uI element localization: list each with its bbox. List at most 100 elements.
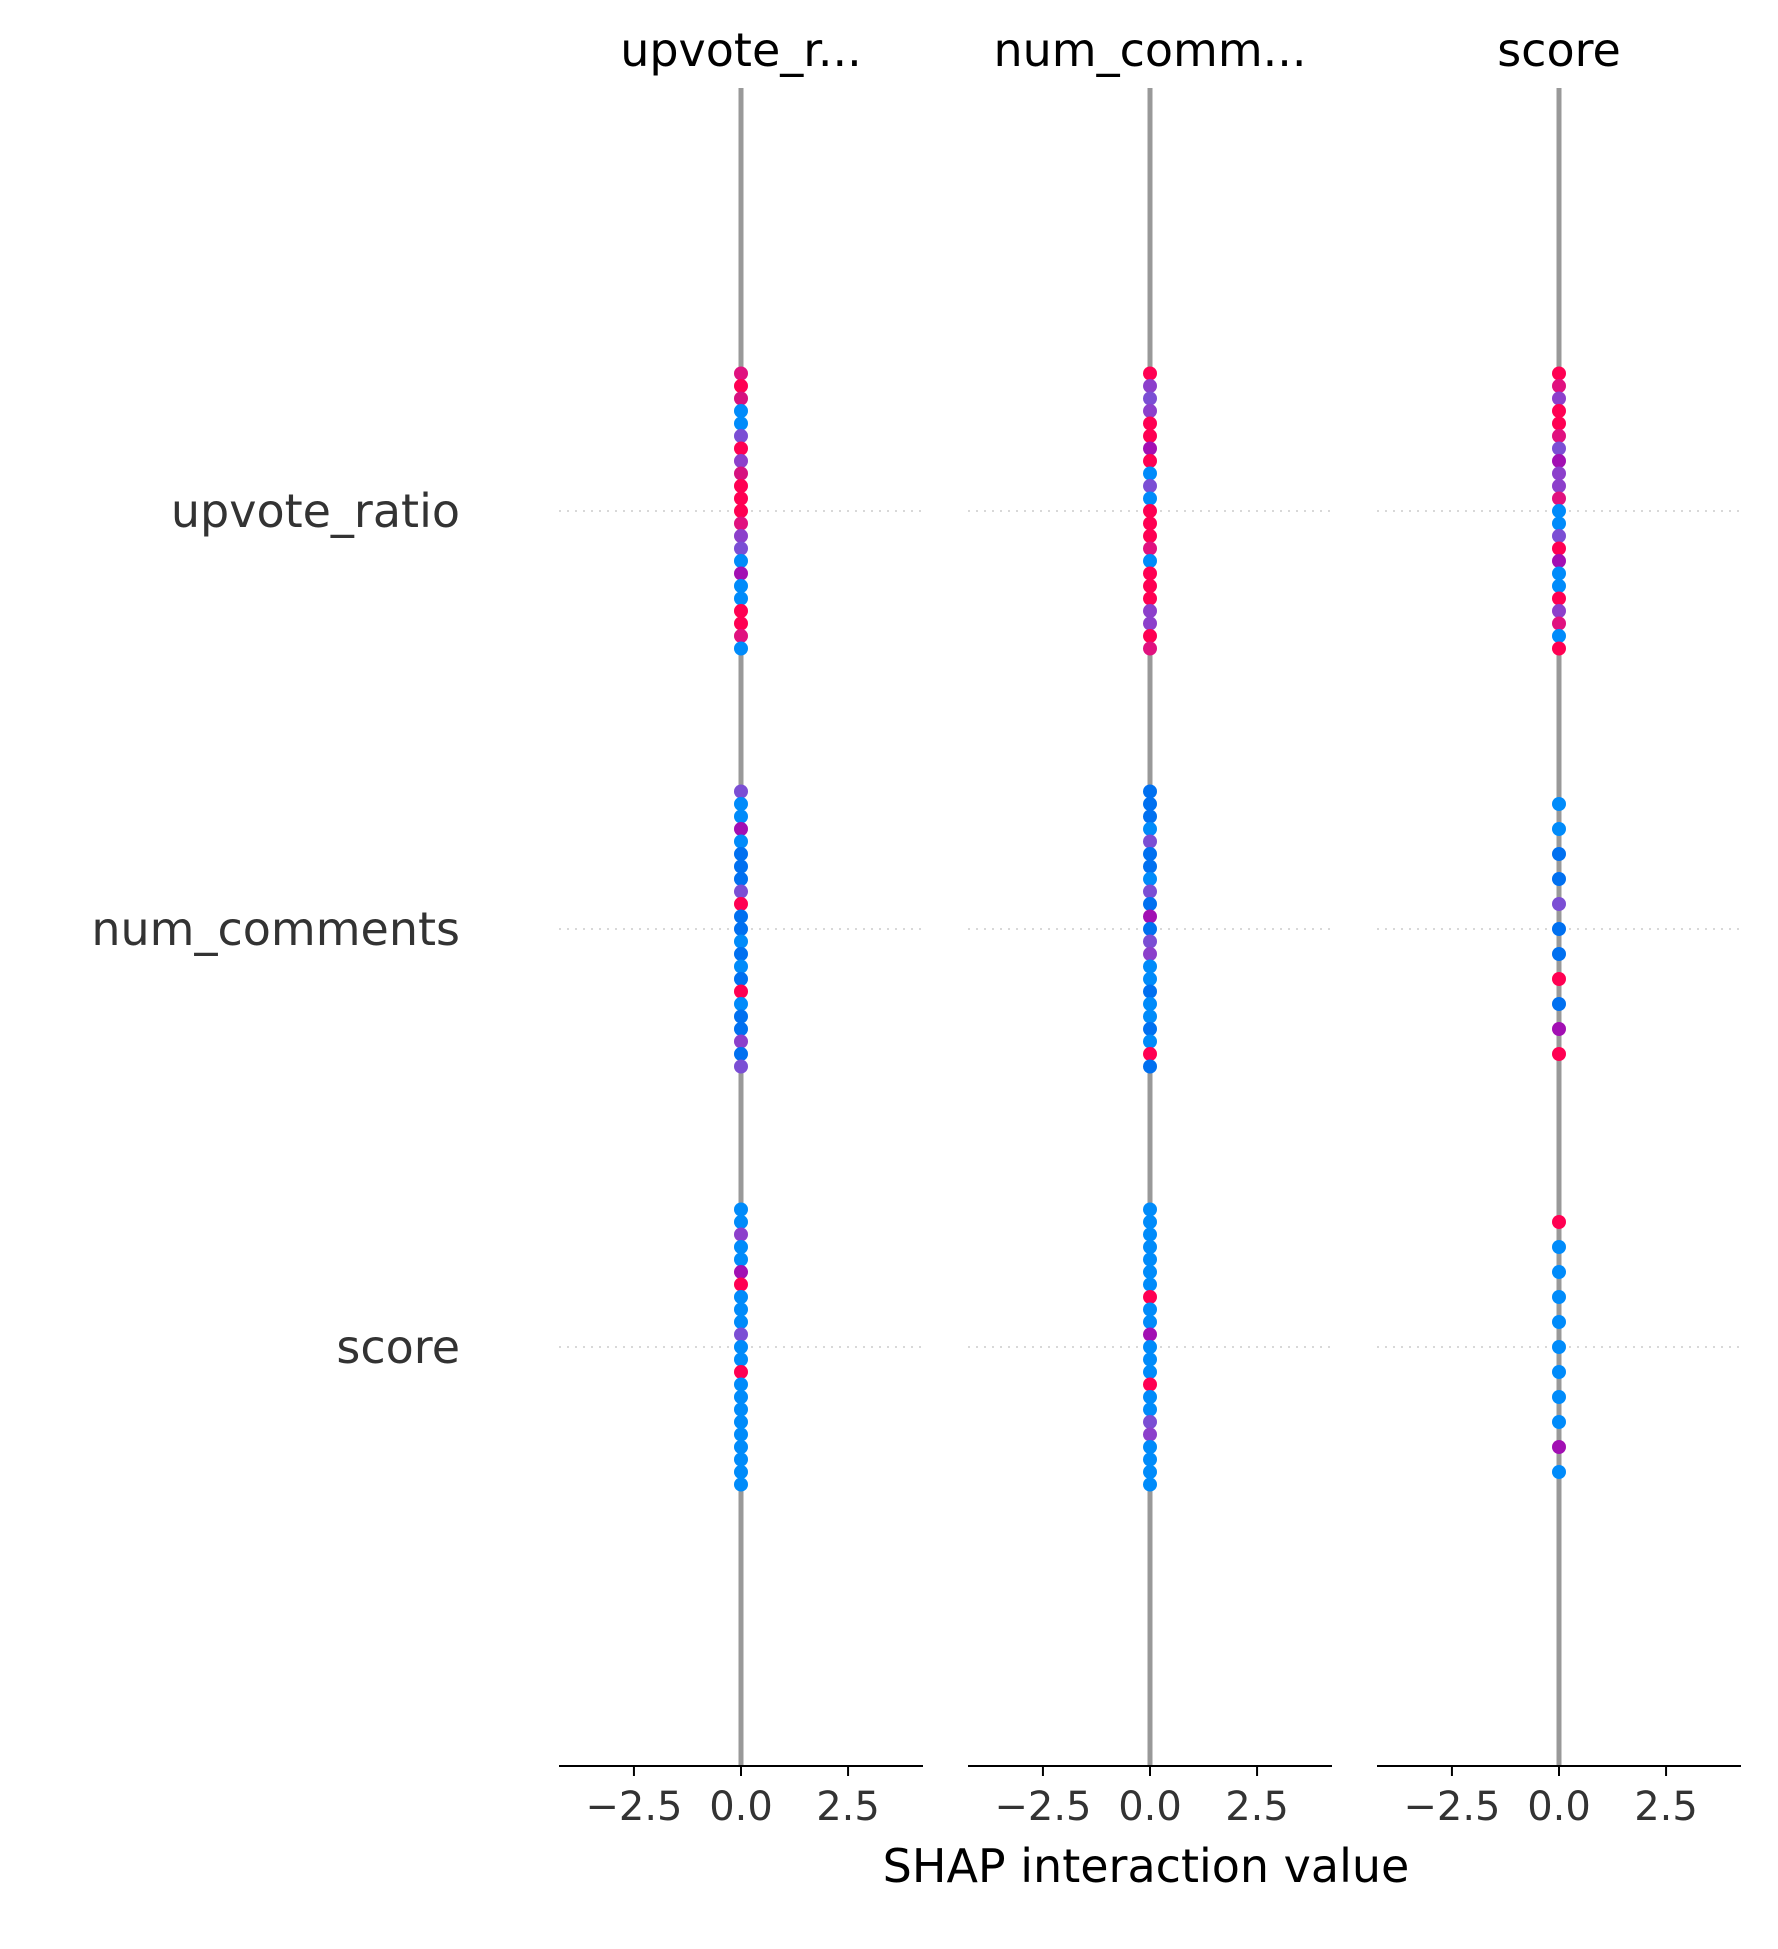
data-point (1143, 541, 1157, 556)
data-point (734, 429, 748, 443)
data-point (1552, 972, 1566, 986)
data-point (1552, 566, 1566, 581)
data-point (1143, 1302, 1157, 1317)
data-point (1552, 554, 1566, 568)
x-tick-label: −2.5 (585, 1784, 682, 1830)
data-point (1143, 1402, 1157, 1417)
data-point (1143, 1327, 1157, 1342)
data-point (1143, 1215, 1157, 1229)
data-point (1552, 1022, 1566, 1036)
data-point (1143, 441, 1157, 456)
data-point (1552, 516, 1566, 531)
data-point (734, 591, 748, 606)
data-point (734, 959, 748, 974)
data-point (734, 1452, 748, 1467)
data-point (1143, 1415, 1157, 1429)
data-point (734, 1327, 748, 1342)
data-point (1552, 541, 1566, 556)
data-point (734, 1265, 748, 1279)
data-point (734, 404, 748, 418)
data-point (1552, 1315, 1566, 1329)
data-point (734, 1315, 748, 1329)
data-point (1143, 984, 1157, 999)
data-point (734, 1340, 748, 1354)
data-point (734, 922, 748, 936)
data-point (734, 479, 748, 493)
data-point (734, 491, 748, 506)
data-point (1143, 897, 1157, 911)
data-point (734, 1047, 748, 1061)
data-point (1552, 416, 1566, 431)
data-point (1143, 1034, 1157, 1049)
data-point (734, 554, 748, 568)
data-point (1143, 859, 1157, 874)
data-point (734, 516, 748, 531)
data-point (1143, 1022, 1157, 1036)
data-point (1143, 1352, 1157, 1367)
data-point (1552, 466, 1566, 481)
data-point (1143, 1059, 1157, 1074)
data-point (1143, 784, 1157, 799)
data-point (734, 997, 748, 1011)
data-point (734, 822, 748, 836)
data-point (1143, 834, 1157, 849)
data-point (1143, 1202, 1157, 1217)
data-point (734, 834, 748, 849)
x-tick-label: 0.0 (1118, 1784, 1182, 1830)
data-point (1143, 379, 1157, 393)
data-point (734, 1252, 748, 1267)
data-point (1143, 1477, 1157, 1492)
data-point (1552, 1047, 1566, 1061)
data-point (734, 1009, 748, 1024)
data-point (1143, 909, 1157, 924)
data-point (1143, 947, 1157, 961)
data-point (1552, 1415, 1566, 1429)
data-point (734, 809, 748, 824)
data-point (734, 466, 748, 481)
x-tick-label: −2.5 (1403, 1784, 1500, 1830)
data-point (1552, 391, 1566, 406)
data-point (734, 441, 748, 456)
data-point (734, 884, 748, 899)
feature-label-score: score (336, 1320, 460, 1374)
data-point (1143, 416, 1157, 431)
data-point (1143, 554, 1157, 568)
data-point (734, 504, 748, 518)
data-point (734, 1440, 748, 1454)
data-point (1143, 1377, 1157, 1392)
data-point (1552, 366, 1566, 381)
data-point (1143, 1427, 1157, 1442)
data-point (734, 934, 748, 949)
data-point (1143, 391, 1157, 406)
data-point (1552, 797, 1566, 811)
data-point (734, 1034, 748, 1049)
data-point (734, 641, 748, 656)
data-point (1552, 429, 1566, 443)
data-point (1552, 641, 1566, 656)
data-point (1143, 1277, 1157, 1292)
data-point (1552, 847, 1566, 861)
data-point (734, 1427, 748, 1442)
data-point (1143, 1047, 1157, 1061)
data-point (1552, 922, 1566, 936)
data-point (734, 616, 748, 631)
data-point (734, 1277, 748, 1292)
data-point (734, 972, 748, 986)
data-point (734, 1477, 748, 1492)
x-tick-label: 2.5 (1634, 1784, 1698, 1830)
data-point (734, 1302, 748, 1317)
data-point (1552, 454, 1566, 468)
data-point (1552, 1215, 1566, 1229)
panel-2: num_comm... −2.5 0.0 2.5 (968, 23, 1332, 1830)
x-tick-label: 0.0 (1527, 1784, 1591, 1830)
data-point (1552, 1390, 1566, 1404)
feature-label-upvote_ratio: upvote_ratio (171, 484, 460, 538)
data-point (1552, 822, 1566, 836)
data-point (1552, 1290, 1566, 1304)
data-point (734, 1240, 748, 1254)
data-point (1143, 922, 1157, 936)
data-point (1143, 491, 1157, 506)
data-point (734, 604, 748, 618)
data-point (1143, 566, 1157, 581)
data-point (734, 1059, 748, 1074)
